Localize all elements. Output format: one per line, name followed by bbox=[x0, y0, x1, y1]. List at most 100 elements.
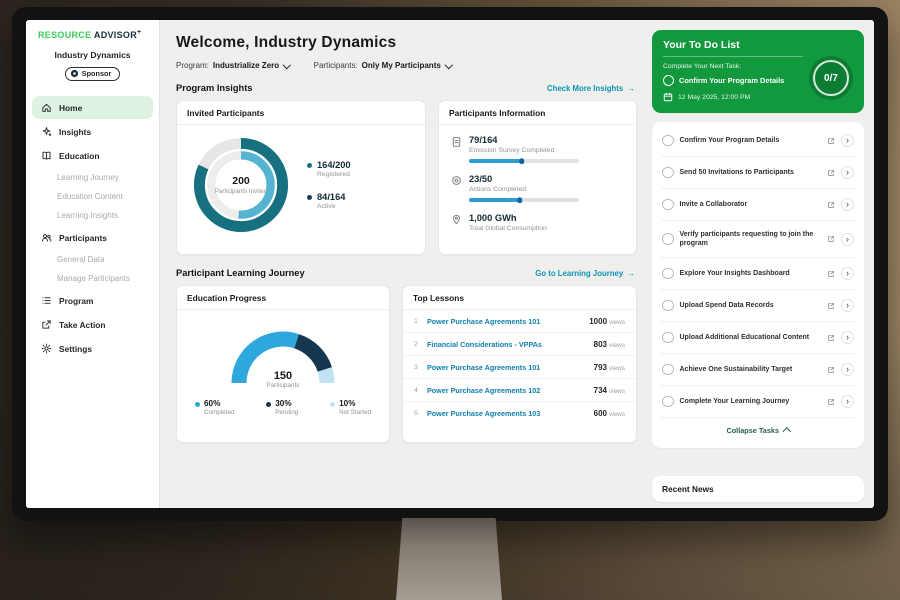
sidebar-item-education-content[interactable]: Education Content bbox=[26, 187, 159, 206]
invited-total: 200 bbox=[232, 174, 250, 187]
sidebar-item-label: Settings bbox=[59, 343, 93, 354]
todo-summary-card: Your To Do List Complete Your Next Task:… bbox=[652, 30, 864, 113]
external-link-icon bbox=[828, 334, 834, 341]
sidebar-item-program[interactable]: Program bbox=[32, 289, 153, 312]
sidebar-item-learning-insights[interactable]: Learning Insights bbox=[26, 206, 159, 225]
sidebar-item-learning-journey[interactable]: Learning Journey bbox=[26, 168, 159, 187]
book-icon bbox=[42, 151, 51, 160]
sidebar-item-general-data[interactable]: General Data bbox=[26, 250, 159, 269]
views-suffix: views bbox=[609, 341, 625, 349]
task-checkbox[interactable] bbox=[662, 233, 674, 245]
task-checkbox[interactable] bbox=[663, 75, 674, 86]
legend-pending: 30% Pending bbox=[266, 399, 298, 416]
task-checkbox[interactable] bbox=[662, 267, 674, 280]
task-label: Confirm Your Program Details bbox=[679, 136, 780, 144]
task-checkbox[interactable] bbox=[662, 198, 674, 211]
lesson-row[interactable]: 4 Power Purchase Agreements 102 734 views bbox=[403, 379, 636, 402]
task-row-confirm-program[interactable]: Confirm Your Program Details › bbox=[661, 125, 855, 157]
link-label: Go to Learning Journey bbox=[535, 268, 624, 278]
external-link-icon bbox=[828, 236, 834, 242]
task-row-verify-participants[interactable]: Verify participants requesting to join t… bbox=[661, 221, 855, 259]
todo-title: Your To Do List bbox=[663, 39, 803, 57]
task-checkbox[interactable] bbox=[662, 363, 674, 376]
legend-label: Active bbox=[317, 203, 336, 210]
legend-not-started: 10% Not Started bbox=[330, 399, 371, 416]
task-label: Achieve One Sustainability Target bbox=[679, 366, 793, 374]
collapse-tasks-link[interactable]: Collapse Tasks bbox=[661, 418, 855, 444]
legend-dot-registered bbox=[307, 163, 312, 168]
sidebar-item-label: Program bbox=[59, 295, 94, 306]
sidebar-item-participants[interactable]: Participants bbox=[32, 226, 153, 249]
chevron-right-button[interactable]: › bbox=[841, 198, 854, 211]
task-row-upload-educational-content[interactable]: Upload Additional Educational Content › bbox=[661, 322, 855, 355]
invited-legend: 164/200 Registered 84/164 Active bbox=[307, 160, 351, 210]
task-checkbox[interactable] bbox=[662, 331, 674, 344]
sidebar-item-take-action[interactable]: Take Action bbox=[32, 313, 153, 336]
metric-label: Total Global Consumption bbox=[469, 225, 547, 232]
lesson-link[interactable]: Power Purchase Agreements 101 bbox=[427, 316, 541, 326]
task-row-upload-spend-data[interactable]: Upload Spend Data Records › bbox=[661, 290, 855, 323]
lesson-views: 600 bbox=[593, 408, 608, 418]
calendar-icon bbox=[663, 92, 673, 102]
chevron-right-button[interactable]: › bbox=[841, 395, 854, 409]
task-label: Explore Your Insights Dashboard bbox=[679, 270, 790, 278]
sponsor-badge[interactable]: Sponsor bbox=[64, 66, 121, 81]
insights-icon bbox=[42, 127, 52, 136]
task-checkbox[interactable] bbox=[662, 395, 674, 408]
lesson-link[interactable]: Power Purchase Agreements 103 bbox=[427, 408, 541, 418]
sidebar-item-settings[interactable]: Settings bbox=[32, 337, 153, 360]
lesson-link[interactable]: Power Purchase Agreements 101 bbox=[427, 362, 541, 372]
task-row-complete-learning-journey[interactable]: Complete Your Learning Journey › bbox=[661, 386, 855, 419]
task-row-explore-insights[interactable]: Explore Your Insights Dashboard › bbox=[661, 258, 855, 291]
sidebar-item-education[interactable]: Education bbox=[32, 144, 153, 167]
section-title-program-insights: Program Insights bbox=[176, 83, 253, 93]
gauge-value: 150 bbox=[273, 370, 293, 382]
task-row-invite-collaborator[interactable]: Invite a Collaborator › bbox=[661, 189, 855, 221]
logo-text-advisor: ADVISOR bbox=[93, 30, 137, 40]
app-logo: RESOURCE ADVISOR+ bbox=[26, 29, 159, 40]
sidebar-item-insights[interactable]: Insights bbox=[32, 120, 153, 143]
legend-label: Pending bbox=[275, 409, 299, 416]
lesson-row[interactable]: 2 Financial Considerations - VPPAs 803 vi… bbox=[403, 333, 636, 356]
sidebar-item-manage-participants[interactable]: Manage Participants bbox=[26, 269, 159, 288]
education-card-body: 150 Participants 60% Completed bbox=[177, 310, 389, 424]
external-link-icon bbox=[828, 137, 834, 144]
legend-label: Not Started bbox=[339, 409, 371, 416]
next-task-label: Confirm Your Program Details bbox=[679, 76, 785, 85]
learning-journey-header: Participant Learning Journey Go to Learn… bbox=[176, 268, 635, 278]
chevron-right-button[interactable]: › bbox=[841, 134, 854, 147]
gear-icon bbox=[41, 343, 52, 354]
gauge-center: 150 Participants bbox=[223, 370, 343, 389]
lesson-row[interactable]: 5 Power Purchase Agreements 103 600 views bbox=[403, 402, 636, 424]
program-select[interactable]: Industrialize Zero bbox=[213, 60, 291, 70]
task-checkbox[interactable] bbox=[662, 166, 674, 179]
chevron-right-button[interactable]: › bbox=[841, 166, 854, 179]
chevron-right-button[interactable]: › bbox=[841, 299, 854, 313]
legend-completed: 60% Completed bbox=[195, 399, 234, 416]
task-checkbox[interactable] bbox=[662, 134, 674, 147]
sidebar-item-home[interactable]: Home bbox=[32, 96, 153, 119]
lesson-views: 803 bbox=[593, 339, 608, 349]
task-row-send-invitations[interactable]: Send 50 Invitations to Participants › bbox=[661, 157, 855, 189]
task-row-achieve-target[interactable]: Achieve One Sustainability Target › bbox=[661, 354, 855, 387]
metric-value: 79/164 bbox=[469, 135, 498, 145]
task-checkbox[interactable] bbox=[662, 299, 674, 312]
check-more-insights-link[interactable]: Check More Insights → bbox=[547, 84, 635, 93]
chevron-right-button[interactable]: › bbox=[841, 267, 854, 281]
sponsor-icon bbox=[70, 69, 78, 78]
lesson-link[interactable]: Financial Considerations - VPPAs bbox=[427, 339, 542, 349]
task-label: Upload Additional Educational Content bbox=[679, 334, 810, 342]
lesson-row[interactable]: 3 Power Purchase Agreements 101 793 views bbox=[403, 356, 636, 379]
arrow-right-icon: → bbox=[627, 268, 635, 278]
chevron-right-button[interactable]: › bbox=[841, 331, 854, 345]
sidebar-item-label: Education bbox=[59, 150, 100, 161]
go-to-learning-journey-link[interactable]: Go to Learning Journey → bbox=[535, 269, 635, 278]
invited-card-body: 200 Participants Invited 164/200 Registe… bbox=[177, 125, 425, 245]
sponsor-badge-label: Sponsor bbox=[81, 69, 112, 78]
chevron-right-button[interactable]: › bbox=[841, 232, 854, 246]
chevron-right-button[interactable]: › bbox=[841, 363, 854, 377]
page-title: Welcome, Industry Dynamics bbox=[176, 34, 397, 51]
participants-select[interactable]: Only My Participants bbox=[362, 60, 453, 70]
lesson-link[interactable]: Power Purchase Agreements 102 bbox=[427, 385, 541, 395]
lesson-row[interactable]: 1 Power Purchase Agreements 101 1000 view… bbox=[403, 310, 636, 333]
